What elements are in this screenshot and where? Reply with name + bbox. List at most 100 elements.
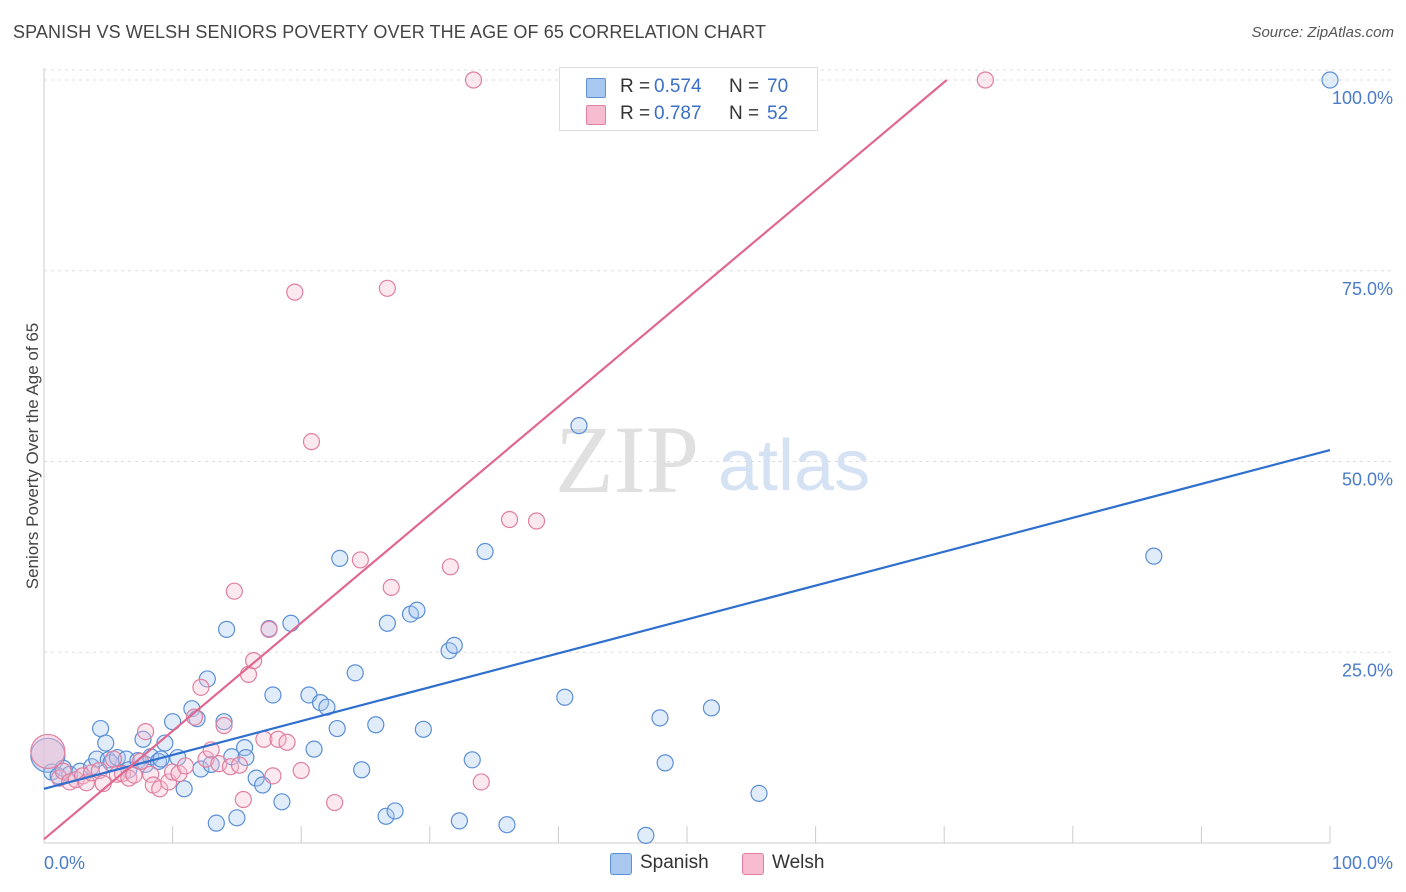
welsh-point bbox=[302, 433, 321, 451]
welsh-point bbox=[269, 730, 287, 748]
welsh-swatch bbox=[586, 105, 606, 125]
spanish-point bbox=[91, 719, 110, 738]
source-label: Source: ZipAtlas.com bbox=[1251, 24, 1394, 41]
welsh-point bbox=[142, 765, 160, 783]
y-tick-label: 100.0% bbox=[1332, 88, 1393, 108]
spanish-point bbox=[305, 740, 323, 758]
spanish-r-value: 0.574 bbox=[654, 76, 702, 97]
spanish-point bbox=[377, 807, 395, 825]
spanish-point bbox=[656, 754, 674, 772]
welsh-point bbox=[527, 512, 546, 530]
x-tick-label: 100.0% bbox=[1332, 853, 1393, 873]
spanish-point bbox=[1321, 71, 1339, 89]
welsh-legend-swatch bbox=[742, 853, 764, 875]
watermark-atlas: atlas bbox=[718, 426, 870, 506]
grid-layer bbox=[44, 69, 1394, 653]
welsh-point bbox=[245, 652, 263, 670]
welsh-trend-line bbox=[43, 79, 948, 841]
spanish-point bbox=[328, 719, 346, 738]
welsh-point bbox=[215, 716, 233, 735]
y-tick-label: 50.0% bbox=[1342, 470, 1393, 490]
spanish-point bbox=[331, 549, 349, 568]
welsh-point bbox=[151, 780, 169, 798]
watermark-zip: ZIP bbox=[555, 406, 699, 513]
welsh-r-value: 0.787 bbox=[654, 103, 702, 124]
welsh-point bbox=[176, 757, 195, 775]
welsh-point bbox=[292, 761, 310, 780]
welsh-point bbox=[441, 558, 459, 576]
spanish-point bbox=[570, 417, 588, 435]
r-label: R = bbox=[620, 103, 651, 124]
spanish-point bbox=[750, 784, 768, 803]
x-tick-label: 0.0% bbox=[44, 853, 85, 873]
spanish-point bbox=[498, 816, 516, 834]
spanish-point bbox=[346, 664, 364, 682]
welsh-point bbox=[382, 578, 400, 596]
welsh-point bbox=[260, 620, 278, 638]
spanish-point bbox=[386, 802, 404, 820]
n-label: N = bbox=[729, 103, 760, 124]
correlation-legend: R = 0.574 N = 70 R = 0.787 N = 52 bbox=[559, 67, 818, 131]
welsh-point bbox=[234, 790, 252, 809]
spanish-point bbox=[367, 716, 385, 734]
spanish-point bbox=[175, 780, 193, 798]
spanish-swatch bbox=[586, 78, 606, 98]
spanish-point bbox=[476, 542, 494, 561]
welsh-point bbox=[472, 773, 490, 791]
spanish-point bbox=[273, 793, 291, 811]
welsh-point bbox=[500, 510, 519, 529]
welsh-legend-label: Welsh bbox=[772, 852, 825, 873]
spanish-point bbox=[264, 686, 282, 704]
y-tick-label: 75.0% bbox=[1342, 279, 1393, 299]
spanish-trend-line bbox=[43, 448, 1331, 790]
points-layer bbox=[30, 71, 1339, 844]
welsh-point bbox=[120, 769, 138, 787]
spanish-point bbox=[702, 699, 721, 717]
welsh-point bbox=[230, 756, 249, 774]
welsh-point bbox=[136, 723, 155, 741]
y-tick-label: 25.0% bbox=[1342, 660, 1393, 680]
welsh-point bbox=[30, 733, 66, 770]
welsh-point bbox=[351, 551, 369, 569]
welsh-point bbox=[225, 582, 243, 600]
spanish-point bbox=[228, 809, 246, 827]
spanish-point bbox=[378, 614, 396, 632]
spanish-legend-label: Spanish bbox=[640, 852, 709, 873]
y-axis-title: Seniors Poverty Over the Age of 65 bbox=[23, 323, 42, 589]
welsh-point bbox=[197, 750, 215, 768]
axis-layer: 100.0% 75.0% 50.0% 25.0% 0.0% 100.0% bbox=[43, 68, 1393, 873]
spanish-point bbox=[556, 688, 574, 706]
spanish-point bbox=[218, 620, 236, 638]
welsh-point bbox=[976, 71, 994, 89]
welsh-point bbox=[192, 678, 210, 696]
spanish-n-value: 70 bbox=[767, 76, 789, 97]
spanish-point bbox=[408, 601, 426, 619]
spanish-point bbox=[637, 826, 655, 844]
welsh-point bbox=[125, 766, 143, 784]
spanish-point bbox=[445, 636, 463, 654]
trend-layer bbox=[43, 79, 1331, 841]
r-label: R = bbox=[620, 76, 651, 97]
spanish-point bbox=[207, 814, 225, 832]
welsh-point bbox=[464, 71, 483, 89]
spanish-legend-swatch bbox=[610, 853, 632, 875]
spanish-point bbox=[450, 812, 468, 830]
chart-title: SPANISH VS WELSH SENIORS POVERTY OVER TH… bbox=[13, 22, 767, 42]
welsh-point bbox=[104, 750, 123, 768]
spanish-point bbox=[215, 713, 233, 731]
spanish-point bbox=[353, 761, 371, 779]
welsh-n-value: 52 bbox=[767, 103, 789, 124]
watermark: ZIP atlas bbox=[555, 406, 870, 513]
spanish-point bbox=[414, 720, 432, 738]
welsh-point bbox=[378, 279, 396, 297]
n-label: N = bbox=[729, 76, 760, 97]
welsh-point bbox=[278, 733, 296, 751]
spanish-point bbox=[651, 709, 669, 727]
welsh-point bbox=[264, 767, 282, 785]
spanish-point bbox=[282, 614, 300, 632]
spanish-point bbox=[97, 734, 115, 752]
spanish-point bbox=[463, 751, 481, 769]
welsh-point bbox=[286, 283, 304, 301]
welsh-point bbox=[54, 762, 72, 780]
